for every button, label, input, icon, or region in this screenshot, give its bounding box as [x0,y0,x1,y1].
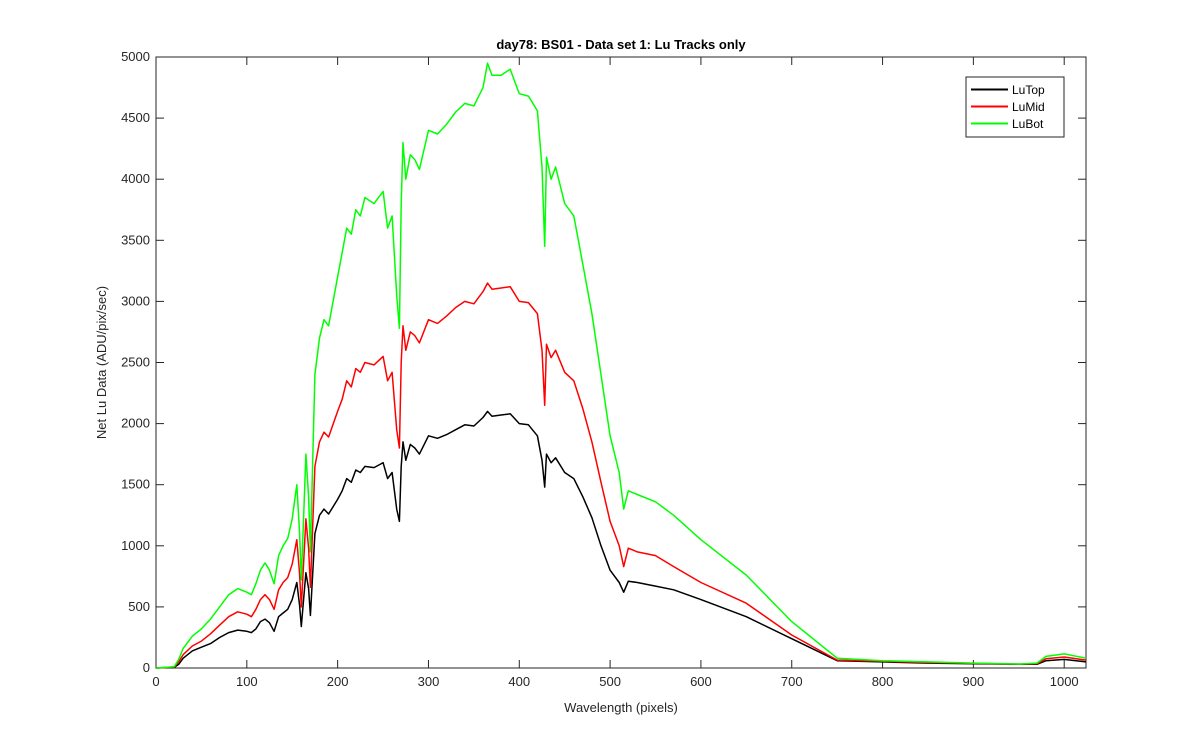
y-tick-label: 4000 [121,171,150,186]
y-tick-label: 3500 [121,232,150,247]
series-line-lumid [155,282,1087,669]
x-tick-label: 500 [599,674,621,689]
x-tick-label: 900 [963,674,985,689]
x-tick-label: 200 [327,674,349,689]
y-axis-label: Net Lu Data (ADU/pix/sec) [94,286,109,439]
y-tick-label: 2500 [121,355,150,370]
legend-label-lubot: LuBot [1012,117,1044,131]
y-tick-label: 2000 [121,416,150,431]
y-tick-label: 500 [128,599,150,614]
series-layer [155,62,1087,669]
y-tick-label: 3000 [121,293,150,308]
x-axis-label: Wavelength (pixels) [564,700,678,715]
plot-area [155,56,1087,669]
x-tick-label: 400 [508,674,530,689]
y-tick-label: 1000 [121,538,150,553]
x-tick-label: 700 [781,674,803,689]
legend-box [965,76,1065,138]
y-tick-label: 5000 [121,49,150,64]
y-tick-label: 0 [143,660,150,675]
x-tick-label: 1000 [1050,674,1079,689]
chart-title: day78: BS01 - Data set 1: Lu Tracks only [496,37,746,52]
legend-label-lumid: LuMid [1012,100,1045,114]
legend-label-lutop: LuTop [1012,83,1045,97]
x-tick-label: 0 [152,674,159,689]
y-tick-label: 4500 [121,110,150,125]
x-tick-label: 300 [418,674,440,689]
x-tick-label: 800 [872,674,894,689]
series-line-lutop [155,410,1087,669]
x-tick-label: 600 [690,674,712,689]
legend: LuTop LuMid LuBot [965,76,1065,138]
x-tick-label: 100 [236,674,258,689]
ticks-layer: 0 100 200 300 400 500 600 700 800 900 1000 0 500 1000… [121,49,1086,689]
y-tick-label: 1500 [121,477,150,492]
series-line-lubot [155,62,1087,669]
